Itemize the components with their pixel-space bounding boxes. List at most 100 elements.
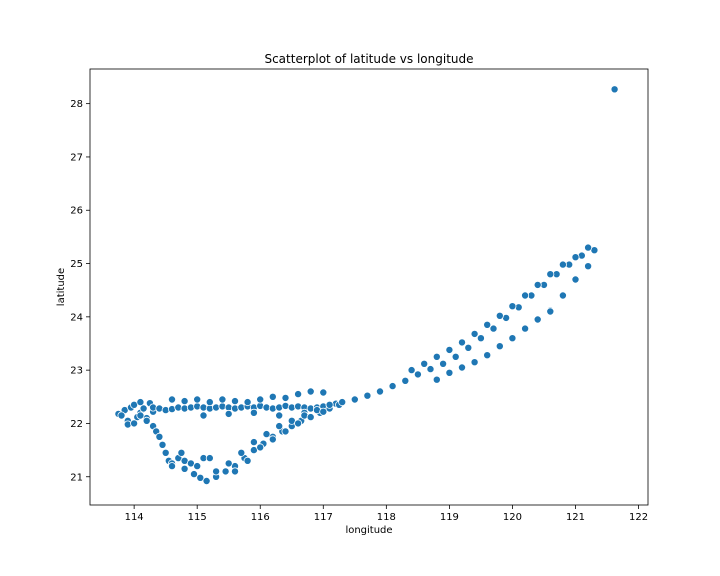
y-tick-label: 27 <box>70 152 83 163</box>
data-point <box>375 387 384 396</box>
data-point <box>319 407 328 416</box>
x-tick-label: 121 <box>566 512 585 523</box>
data-point <box>470 329 479 338</box>
data-point <box>445 345 454 354</box>
data-point <box>212 467 221 476</box>
data-point <box>508 334 517 343</box>
chart-title: Scatterplot of latitude vs longitude <box>264 52 473 66</box>
data-point <box>158 440 167 449</box>
x-tick-label: 116 <box>251 512 270 523</box>
data-point <box>476 334 485 343</box>
data-point <box>558 260 567 269</box>
y-axis: 21 22 23 24 25 26 27 28 <box>70 99 90 483</box>
data-point <box>294 419 303 428</box>
data-point <box>249 438 258 447</box>
data-point <box>294 390 303 399</box>
data-point <box>205 454 214 463</box>
data-point <box>243 398 252 407</box>
data-point <box>189 470 198 479</box>
data-point <box>546 270 555 279</box>
data-point <box>413 370 422 379</box>
data-point <box>155 432 164 441</box>
data-point <box>407 366 416 375</box>
data-point <box>464 343 473 352</box>
x-tick-label: 119 <box>440 512 459 523</box>
x-axis: 114 115 116 117 118 119 120 121 122 <box>125 505 648 523</box>
data-point <box>319 388 328 397</box>
data-point <box>388 382 397 391</box>
data-point <box>268 435 277 444</box>
data-point <box>584 243 593 252</box>
data-point <box>205 398 214 407</box>
data-point <box>224 459 233 468</box>
data-point <box>142 416 151 425</box>
data-point <box>571 253 580 262</box>
data-point <box>281 427 290 436</box>
x-tick-label: 117 <box>314 512 333 523</box>
y-axis-label: latitude <box>56 268 67 306</box>
data-point <box>350 395 359 404</box>
data-point <box>508 302 517 311</box>
data-point <box>495 311 504 320</box>
data-point <box>457 363 466 372</box>
data-point <box>256 395 265 404</box>
data-point <box>256 443 265 452</box>
data-point <box>275 422 284 431</box>
data-points <box>114 85 619 485</box>
data-point <box>136 411 145 420</box>
data-point <box>281 393 290 402</box>
data-point <box>546 307 555 316</box>
data-point <box>202 476 211 485</box>
data-point <box>533 315 542 324</box>
data-point <box>489 324 498 333</box>
x-tick-label: 114 <box>125 512 144 523</box>
y-tick-label: 25 <box>70 259 83 270</box>
data-point <box>218 395 227 404</box>
data-point <box>249 408 258 417</box>
y-tick-label: 28 <box>70 99 83 110</box>
data-point <box>584 262 593 271</box>
data-point <box>338 398 347 407</box>
data-point <box>445 368 454 377</box>
data-point <box>224 409 233 418</box>
data-point <box>610 85 619 94</box>
y-tick-label: 23 <box>70 366 83 377</box>
data-point <box>230 467 239 476</box>
data-point <box>268 392 277 401</box>
plot-area <box>90 69 648 505</box>
data-point <box>243 456 252 465</box>
data-point <box>221 467 230 476</box>
y-tick-label: 26 <box>70 206 83 217</box>
data-point <box>558 291 567 300</box>
data-point <box>306 387 315 396</box>
data-point <box>495 342 504 351</box>
data-point <box>167 462 176 471</box>
plot-frame <box>89 68 649 506</box>
data-point <box>521 291 530 300</box>
data-point <box>533 280 542 289</box>
data-point <box>193 395 202 404</box>
data-point <box>136 398 145 407</box>
data-point <box>426 365 435 374</box>
data-point <box>177 448 186 457</box>
data-point <box>199 411 208 420</box>
data-point <box>325 400 334 409</box>
data-point <box>180 464 189 473</box>
x-axis-label: longitude <box>345 525 392 536</box>
data-point <box>161 448 170 457</box>
data-point <box>420 359 429 368</box>
data-point <box>521 324 530 333</box>
data-point <box>363 391 372 400</box>
data-point <box>193 462 202 471</box>
data-point <box>130 419 139 428</box>
data-point <box>262 430 271 439</box>
data-point <box>139 404 148 413</box>
x-tick-label: 115 <box>188 512 207 523</box>
data-point <box>167 395 176 404</box>
data-point <box>306 413 315 422</box>
data-point <box>439 359 448 368</box>
data-point <box>237 448 246 457</box>
data-point <box>117 411 126 420</box>
data-point <box>432 375 441 384</box>
